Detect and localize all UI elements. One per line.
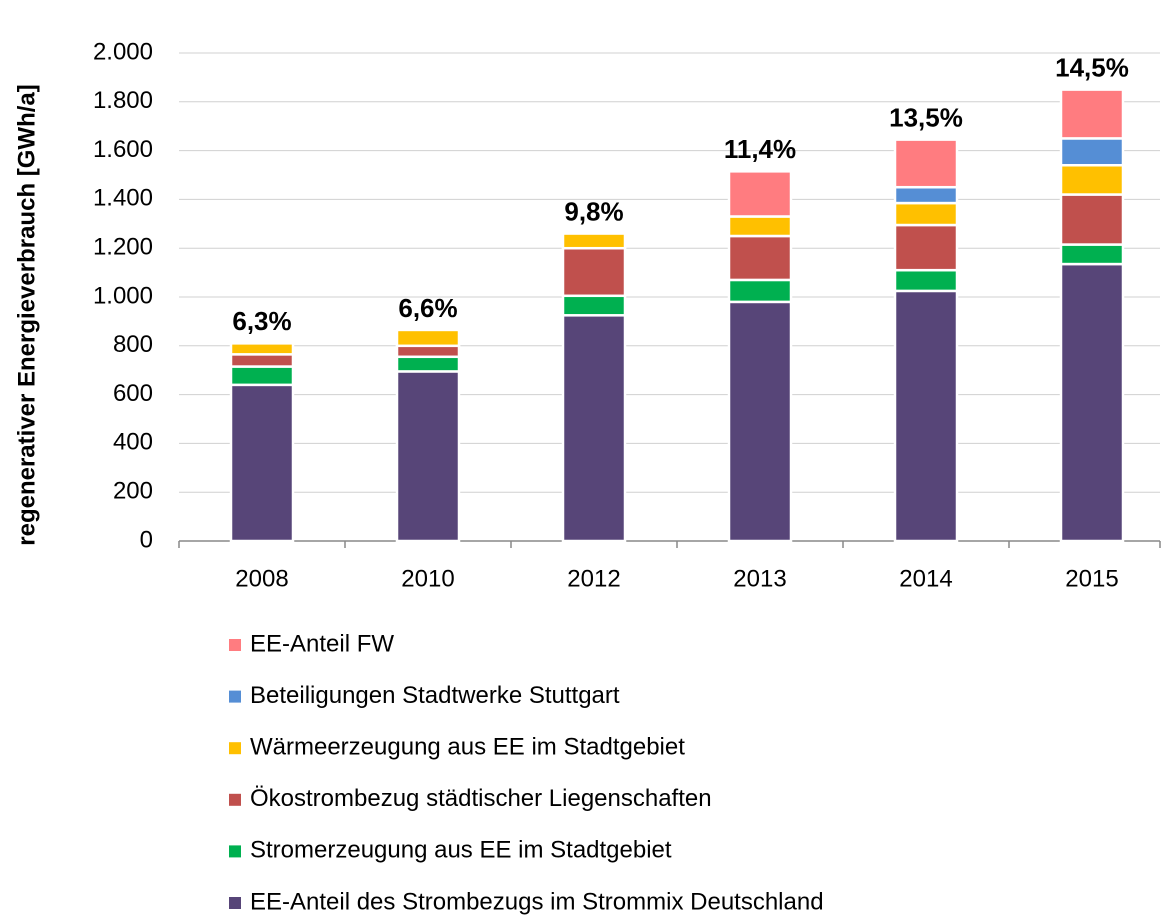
- legend-swatch: [229, 845, 241, 858]
- bar-segment: [893, 201, 959, 227]
- share-label: 13,5%: [889, 102, 963, 132]
- legend-label: Stromerzeugung aus EE im Stadtgebiet: [250, 837, 672, 864]
- bar-segment: [727, 215, 793, 238]
- y-tick-label: 800: [113, 331, 153, 358]
- legend-swatch: [229, 793, 241, 806]
- share-label: 11,4%: [724, 134, 796, 164]
- legend-label: Beteiligungen Stadtwerke Stuttgart: [250, 682, 620, 709]
- bar-segment: [893, 138, 959, 189]
- bar-segment: [727, 300, 793, 543]
- y-tick-label: 1.000: [93, 282, 153, 309]
- bar-segment: [229, 383, 295, 543]
- x-tick-label: 2014: [899, 565, 952, 592]
- x-tick-label: 2010: [401, 565, 454, 592]
- bar-segment: [893, 185, 959, 205]
- share-label: 14,5%: [1055, 52, 1129, 82]
- bar-segment: [893, 223, 959, 272]
- y-tick-label: 400: [113, 429, 153, 456]
- y-tick-label: 1.400: [93, 185, 153, 212]
- bar-segment: [1059, 262, 1125, 543]
- bar-segment: [229, 353, 295, 368]
- bar-segment: [395, 355, 461, 373]
- y-tick-label: 2.000: [93, 38, 153, 65]
- legend-label: Ökostrombezug städtischer Liegenschaften: [250, 785, 712, 812]
- legend-swatch: [229, 690, 241, 703]
- bar-segment: [893, 268, 959, 293]
- bar-segment: [395, 370, 461, 543]
- share-label: 6,6%: [398, 293, 457, 323]
- y-tick-label: 1.200: [93, 234, 153, 261]
- x-tick-label: 2008: [235, 565, 288, 592]
- y-tick-label: 1.800: [93, 87, 153, 114]
- y-tick-label: 0: [140, 526, 153, 553]
- bar-segment: [561, 232, 627, 250]
- bar-segment: [395, 344, 461, 359]
- legend-label: Wärmeerzeugung aus EE im Stadtgebiet: [250, 734, 685, 761]
- y-tick-label: 1.600: [93, 136, 153, 163]
- bar-segment: [1059, 243, 1125, 266]
- legend-label: EE-Anteil des Strombezugs im Strommix De…: [250, 888, 824, 915]
- bar-segment: [727, 170, 793, 218]
- bar-segment: [1059, 137, 1125, 167]
- bar-segment: [229, 342, 295, 356]
- x-tick-label: 2012: [567, 565, 620, 592]
- bar-segment: [727, 278, 793, 304]
- bar-segment: [1059, 88, 1125, 140]
- legend-swatch: [229, 639, 241, 651]
- share-label: 6,3%: [232, 306, 291, 336]
- bar-segment: [1059, 193, 1125, 246]
- y-tick-label: 200: [113, 478, 153, 505]
- bar-segment: [561, 314, 627, 543]
- y-axis-title: regenerativer Energieverbrauch [GWh/a]: [13, 84, 40, 545]
- bar-segment: [1059, 163, 1125, 196]
- bar-segment: [893, 289, 959, 543]
- bar-segment: [395, 328, 461, 348]
- y-tick-label: 600: [113, 380, 153, 407]
- legend-swatch: [229, 897, 241, 909]
- legend-swatch: [229, 742, 241, 755]
- share-label: 9,8%: [564, 196, 623, 226]
- legend-label: EE-Anteil FW: [250, 630, 394, 657]
- x-tick-label: 2013: [733, 565, 786, 592]
- bar-segment: [561, 246, 627, 298]
- bar-segment: [229, 365, 295, 387]
- x-tick-label: 2015: [1065, 565, 1118, 592]
- bar-segment: [561, 294, 627, 317]
- bar-segment: [727, 234, 793, 282]
